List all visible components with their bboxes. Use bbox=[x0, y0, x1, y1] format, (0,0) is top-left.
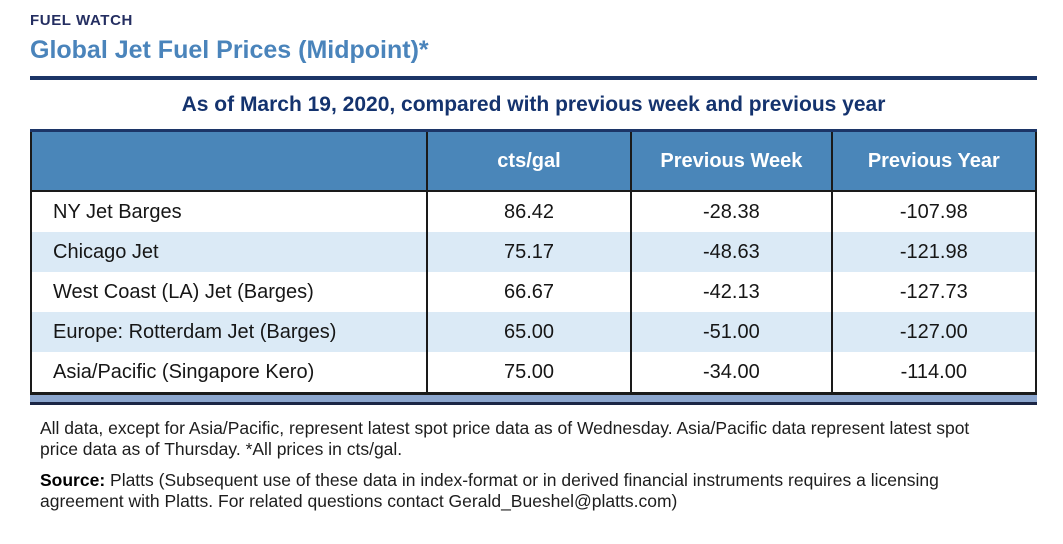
page-title: Global Jet Fuel Prices (Midpoint)* bbox=[30, 36, 429, 64]
table-row: West Coast (LA) Jet (Barges) 66.67 -42.1… bbox=[31, 272, 1036, 312]
prices-table: cts/gal Previous Week Previous Year NY J… bbox=[30, 129, 1037, 395]
column-header-previous-year: Previous Year bbox=[830, 129, 1036, 192]
previous-year-value: -107.98 bbox=[830, 191, 1036, 232]
column-header-previous-week: Previous Week bbox=[630, 129, 832, 192]
source-label: Source: bbox=[40, 469, 106, 490]
table-footer-bar bbox=[30, 395, 1037, 405]
cts-gal-value: 75.17 bbox=[425, 232, 632, 272]
row-label: Europe: Rotterdam Jet (Barges) bbox=[53, 320, 337, 343]
previous-year-value: -127.73 bbox=[830, 272, 1036, 312]
cts-gal-value: 86.42 bbox=[425, 191, 632, 232]
subtitle: As of March 19, 2020, compared with prev… bbox=[181, 93, 886, 116]
table-row: Chicago Jet 75.17 -48.63 -121.98 bbox=[31, 232, 1036, 272]
cts-gal-value: 66.67 bbox=[425, 272, 632, 312]
previous-week-value: -48.63 bbox=[630, 232, 832, 272]
table-header-row: cts/gal Previous Week Previous Year bbox=[31, 129, 1036, 192]
fuel-watch-figure: FUEL WATCH Global Jet Fuel Prices (Midpo… bbox=[30, 12, 1037, 513]
row-label: NY Jet Barges bbox=[53, 200, 182, 223]
cts-gal-value: 65.00 bbox=[425, 312, 632, 352]
column-header-region bbox=[31, 129, 427, 192]
row-label: West Coast (LA) Jet (Barges) bbox=[53, 280, 314, 303]
table-row: Asia/Pacific (Singapore Kero) 75.00 -34.… bbox=[31, 352, 1036, 394]
previous-week-value: -42.13 bbox=[630, 272, 832, 312]
data-note: All data, except for Asia/Pacific, repre… bbox=[40, 418, 970, 460]
row-label: Asia/Pacific (Singapore Kero) bbox=[53, 360, 315, 383]
source-note: Source: Platts (Subsequent use of these … bbox=[40, 470, 1025, 513]
title-divider bbox=[30, 76, 1037, 80]
table-row: Europe: Rotterdam Jet (Barges) 65.00 -51… bbox=[31, 312, 1036, 352]
source-text: Platts (Subsequent use of these data in … bbox=[40, 469, 939, 512]
table-row: NY Jet Barges 86.42 -28.38 -107.98 bbox=[31, 191, 1036, 232]
previous-year-value: -127.00 bbox=[830, 312, 1036, 352]
row-label: Chicago Jet bbox=[53, 240, 159, 263]
column-header-cts-gal: cts/gal bbox=[425, 129, 632, 192]
previous-week-value: -34.00 bbox=[630, 352, 832, 394]
previous-year-value: -114.00 bbox=[830, 352, 1036, 394]
kicker: FUEL WATCH bbox=[30, 12, 133, 29]
previous-week-value: -51.00 bbox=[630, 312, 832, 352]
previous-week-value: -28.38 bbox=[630, 191, 832, 232]
previous-year-value: -121.98 bbox=[830, 232, 1036, 272]
cts-gal-value: 75.00 bbox=[425, 352, 632, 394]
